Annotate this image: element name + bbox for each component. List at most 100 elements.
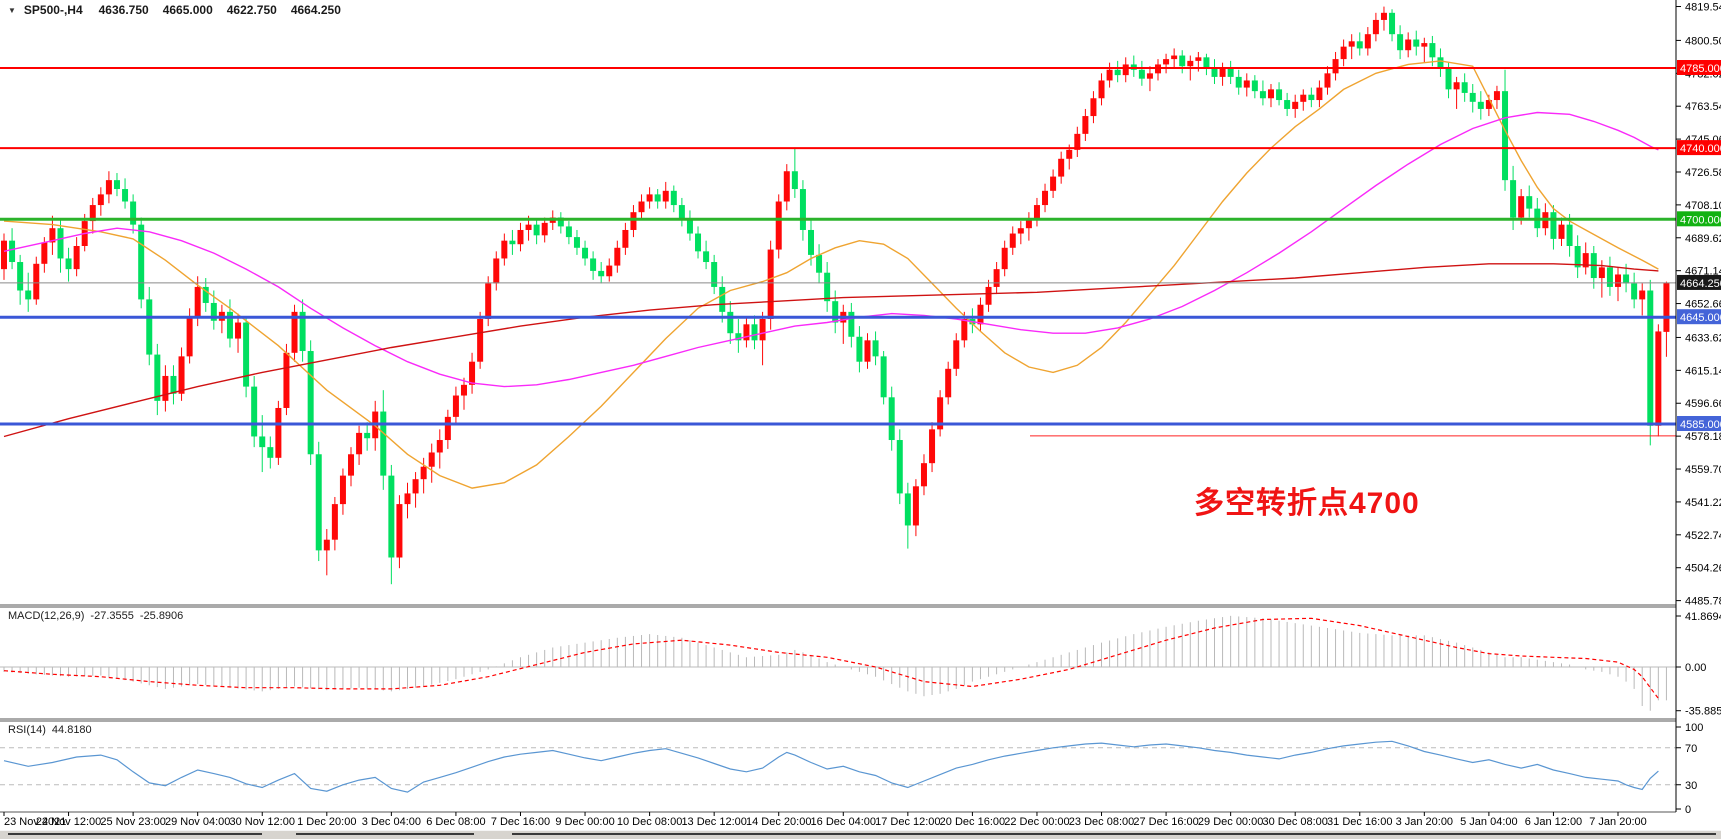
candle-up bbox=[493, 258, 500, 284]
date-tick-label: 3 Jan 20:00 bbox=[1396, 816, 1454, 828]
chart-title-bar: ▼ SP500-,H4 4636.750 4665.000 4622.750 4… bbox=[8, 3, 341, 17]
candle-up bbox=[291, 311, 298, 353]
candle-down bbox=[654, 194, 661, 202]
candle-up bbox=[460, 384, 467, 396]
window-tab-edge[interactable] bbox=[8, 833, 262, 835]
candle-down bbox=[315, 454, 322, 551]
candle-up bbox=[501, 240, 508, 259]
candle-up bbox=[1300, 94, 1307, 102]
window-tab-edge[interactable] bbox=[296, 833, 474, 835]
candle-down bbox=[1429, 43, 1436, 58]
candle-up bbox=[1598, 267, 1605, 279]
date-tick-label: 20 Dec 16:00 bbox=[940, 816, 1005, 828]
candle-up bbox=[420, 466, 427, 480]
candle-up bbox=[864, 340, 871, 362]
date-tick-label: 29 Nov 04:00 bbox=[165, 816, 230, 828]
candle-up bbox=[1187, 60, 1194, 67]
candle-down bbox=[1477, 101, 1484, 109]
candle-up bbox=[1380, 12, 1387, 20]
date-tick-label: 23 Nov 2021 bbox=[4, 816, 66, 828]
candle-down bbox=[1356, 41, 1363, 49]
candle-up bbox=[1324, 73, 1331, 88]
chevron-down-icon[interactable]: ▼ bbox=[8, 5, 16, 15]
candle-down bbox=[1574, 246, 1581, 268]
candle-down bbox=[695, 233, 702, 252]
rsi-tick-label: 30 bbox=[1685, 780, 1697, 792]
main-panel bbox=[0, 6, 1676, 585]
candle-up bbox=[622, 229, 629, 248]
candle-down bbox=[719, 286, 726, 312]
price-level-badge-text: 4664.250 bbox=[1680, 278, 1721, 290]
candle-up bbox=[33, 263, 40, 300]
candle-down bbox=[202, 286, 209, 303]
date-tick-label: 6 Dec 08:00 bbox=[426, 816, 485, 828]
candle-up bbox=[630, 212, 637, 230]
candle-up bbox=[662, 190, 669, 202]
candle-up bbox=[323, 539, 330, 551]
candle-up bbox=[1372, 19, 1379, 35]
candlestick-series bbox=[1, 6, 1670, 585]
candle-up bbox=[1090, 98, 1097, 117]
candle-up bbox=[961, 318, 968, 341]
candle-down bbox=[1259, 91, 1266, 99]
candle-up bbox=[1146, 73, 1153, 79]
candle-up bbox=[912, 486, 919, 526]
candle-up bbox=[525, 224, 532, 230]
candle-up bbox=[331, 504, 338, 540]
date-tick-label: 14 Dec 20:00 bbox=[746, 816, 811, 828]
candle-down bbox=[113, 180, 120, 190]
candle-up bbox=[235, 322, 242, 339]
candle-up bbox=[929, 429, 936, 464]
date-tick-label: 5 Jan 04:00 bbox=[1460, 816, 1518, 828]
candle-up bbox=[1017, 228, 1024, 234]
candle-up bbox=[985, 286, 992, 305]
candle-down bbox=[267, 447, 274, 458]
candle-down bbox=[154, 354, 161, 401]
candle-down bbox=[1461, 82, 1468, 93]
candle-down bbox=[888, 397, 895, 441]
candle-up bbox=[1405, 39, 1412, 51]
candle-up bbox=[485, 283, 492, 319]
candle-down bbox=[509, 240, 516, 245]
macd-tick-label: 41.8694 bbox=[1685, 611, 1721, 623]
candle-down bbox=[17, 262, 24, 291]
candle-down bbox=[573, 237, 580, 248]
candle-up bbox=[1615, 274, 1621, 287]
window-tab-edge[interactable] bbox=[512, 833, 1716, 835]
candle-up bbox=[646, 194, 653, 202]
price-level-badge bbox=[1677, 211, 1721, 227]
high-value: 4665.000 bbox=[162, 3, 213, 17]
candle-down bbox=[1389, 12, 1396, 35]
date-tick-label: 13 Dec 12:00 bbox=[681, 816, 746, 828]
candle-down bbox=[678, 205, 685, 220]
candle-up bbox=[606, 265, 613, 277]
candle-down bbox=[880, 356, 887, 398]
candle-up bbox=[1098, 80, 1105, 99]
candle-up bbox=[638, 201, 645, 213]
candle-up bbox=[339, 475, 346, 505]
ma-fast-orange-line bbox=[3, 60, 1659, 489]
candle-down bbox=[703, 251, 710, 263]
candle-up bbox=[767, 249, 774, 319]
price-tick-label: 4671.140 bbox=[1685, 266, 1721, 278]
candle-down bbox=[751, 324, 758, 341]
candle-down bbox=[251, 386, 258, 437]
rsi-name: RSI(14) bbox=[8, 724, 46, 736]
candle-down bbox=[1469, 92, 1476, 102]
price-tick-label: 4689.620 bbox=[1685, 233, 1721, 245]
macd-main-value: -27.3555 bbox=[90, 610, 134, 622]
candle-up bbox=[1106, 69, 1113, 81]
candle-up bbox=[1332, 59, 1339, 74]
candle-down bbox=[1138, 69, 1145, 79]
candle-down bbox=[1211, 68, 1218, 77]
candle-down bbox=[146, 299, 153, 355]
candle-up bbox=[1025, 219, 1032, 229]
rsi-value: 44.8180 bbox=[51, 724, 92, 736]
candle-up bbox=[194, 286, 201, 318]
candle-down bbox=[1114, 69, 1121, 76]
ma-slow-red-line bbox=[3, 263, 1659, 438]
candle-up bbox=[436, 440, 443, 453]
candle-up bbox=[1066, 149, 1073, 159]
rsi-tick-label: 100 bbox=[1685, 722, 1703, 734]
